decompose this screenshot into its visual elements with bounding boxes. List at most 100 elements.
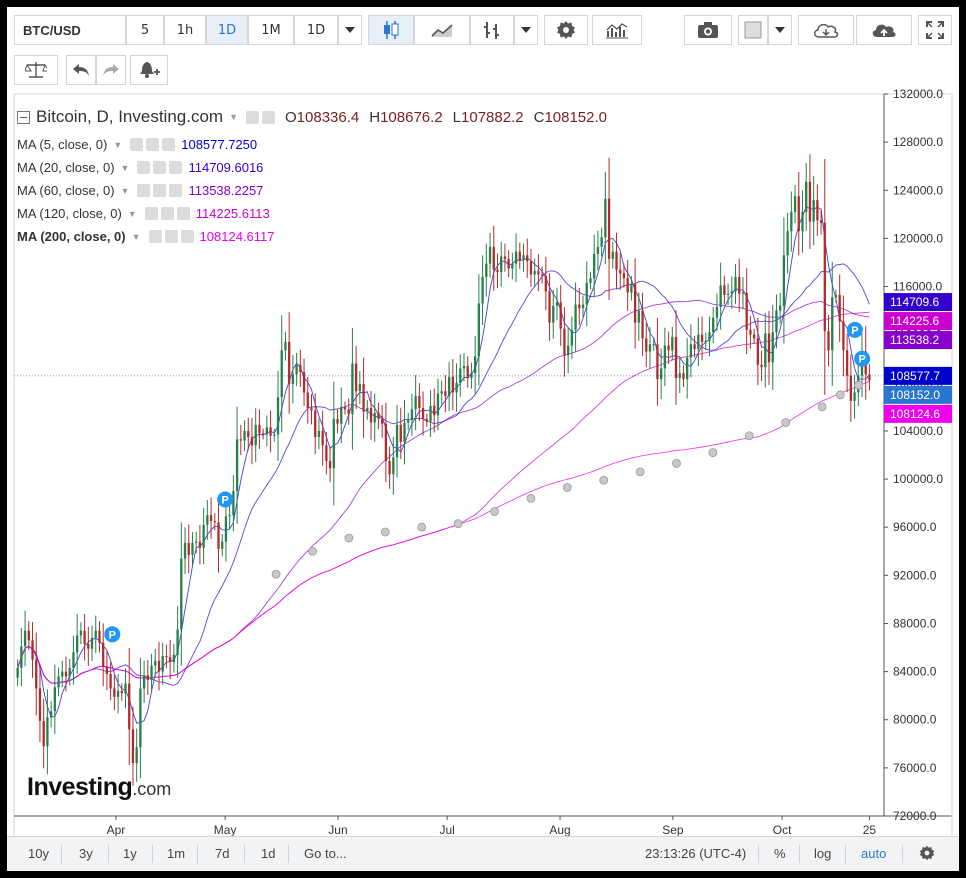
gear-icon[interactable]	[262, 110, 275, 124]
bars-style-button[interactable]	[470, 15, 514, 45]
interval-1h-button[interactable]: 1h	[164, 15, 206, 45]
logo-suffix: .com	[132, 779, 172, 799]
fullscreen-button[interactable]	[918, 15, 952, 45]
candle	[232, 474, 235, 532]
chevron-down-icon[interactable]: ▼	[120, 185, 130, 196]
goto-date-button[interactable]: Go to...	[304, 846, 347, 861]
event-marker[interactable]: P	[846, 321, 863, 338]
candle	[540, 266, 544, 284]
candle	[150, 653, 153, 692]
compare-button[interactable]	[14, 55, 58, 85]
gear-icon[interactable]	[153, 184, 167, 197]
gear-icon[interactable]	[146, 138, 160, 151]
eye-icon[interactable]	[137, 184, 151, 197]
close-icon[interactable]	[176, 207, 190, 220]
load-chart-button[interactable]	[798, 15, 854, 45]
close-icon[interactable]	[180, 230, 194, 243]
snapshot-button[interactable]	[684, 15, 732, 45]
gear-icon[interactable]	[153, 161, 167, 174]
close-icon[interactable]	[162, 138, 176, 151]
candle	[633, 258, 637, 349]
logo-brand: Investing	[27, 773, 133, 801]
candle	[180, 522, 183, 666]
chevron-down-icon[interactable]: ▼	[113, 139, 123, 150]
candle	[790, 191, 793, 252]
eye-icon[interactable]	[246, 110, 259, 124]
eye-icon[interactable]	[148, 230, 162, 243]
gear-icon[interactable]	[160, 207, 174, 220]
eye-icon[interactable]	[137, 161, 151, 174]
y-axis[interactable]: 72000.0 76000.0 80000.0 84000.0 88000.0 92000…	[884, 87, 943, 823]
gear-icon[interactable]	[164, 230, 178, 243]
percent-scale-button[interactable]: %	[774, 846, 786, 861]
candle	[433, 388, 436, 433]
range-1m-button[interactable]: 1m	[167, 846, 186, 861]
range-1y-button[interactable]: 1y	[123, 846, 137, 861]
undo-button[interactable]	[66, 55, 96, 85]
ohlc-high-label: H	[369, 108, 381, 126]
price-label-text: 114709.6	[890, 295, 939, 309]
range-3y-button[interactable]: 3y	[79, 846, 93, 861]
candles-style-button[interactable]	[368, 15, 414, 45]
eye-icon[interactable]	[144, 207, 158, 220]
event-marker[interactable]: P	[104, 626, 121, 643]
close-icon[interactable]	[169, 184, 183, 197]
x-tick-label: Sep	[662, 823, 684, 836]
redo-button[interactable]	[96, 55, 126, 85]
x-tick-label: Apr	[107, 823, 126, 836]
auto-scale-button[interactable]: auto	[861, 846, 887, 861]
ma-legend-row: MA (200, close, 0) ▼ 108124.6117	[17, 229, 275, 244]
candle	[269, 410, 272, 453]
x-tick-label: Jun	[328, 823, 347, 836]
event-marker[interactable]: P	[854, 350, 871, 367]
candle	[838, 274, 841, 342]
indicators-button[interactable]	[592, 15, 642, 45]
price-chart[interactable]: 72000.0 76000.0 80000.0 84000.0 88000.0 92000…	[7, 7, 959, 836]
candle	[801, 190, 804, 253]
settings-button[interactable]	[544, 15, 588, 45]
range-10y-button[interactable]: 10y	[28, 846, 49, 861]
x-axis[interactable]: Apr May Jun Jul Aug Sep Oct 25	[107, 816, 877, 836]
interval-custom-button[interactable]: 1D	[294, 15, 338, 45]
gear-icon[interactable]	[919, 845, 935, 864]
indicator-dot	[453, 519, 463, 528]
candle	[395, 405, 399, 478]
color-picker-button[interactable]	[738, 15, 768, 45]
price-label-text: 113538.2	[890, 333, 939, 347]
candle	[425, 413, 428, 427]
interval-dropdown-button[interactable]	[338, 15, 362, 45]
candle	[250, 418, 254, 465]
indicators-icon	[606, 23, 628, 39]
color-dropdown-button[interactable]	[768, 15, 792, 45]
chevron-down-icon[interactable]: ▼	[229, 112, 238, 122]
interval-5-button[interactable]: 5	[126, 15, 164, 45]
log-scale-button[interactable]: log	[814, 846, 832, 861]
eye-icon[interactable]	[130, 138, 144, 151]
event-marker[interactable]: P	[217, 491, 234, 508]
indicator-dot	[380, 527, 390, 537]
interval-1d-button[interactable]: 1D	[206, 15, 248, 45]
main-legend: Bitcoin, D, Investing.com ▼ O 108336.4 H…	[17, 107, 607, 127]
interval-1m-button[interactable]: 1M	[248, 15, 294, 45]
candle	[559, 284, 562, 346]
add-alert-button[interactable]	[130, 55, 168, 85]
candle	[845, 333, 849, 393]
close-icon[interactable]	[169, 161, 183, 174]
save-chart-button[interactable]	[856, 15, 912, 45]
collapse-legend-icon[interactable]	[17, 110, 30, 124]
style-dropdown-button[interactable]	[514, 15, 538, 45]
candle	[786, 212, 789, 274]
candle	[142, 660, 146, 703]
chevron-down-icon[interactable]: ▼	[127, 208, 137, 219]
area-style-button[interactable]	[414, 15, 470, 45]
range-7d-button[interactable]: 7d	[215, 846, 230, 861]
range-1d-button[interactable]: 1d	[261, 846, 276, 861]
candle	[418, 383, 421, 421]
chevron-down-icon[interactable]: ▼	[120, 162, 130, 173]
symbol-selector[interactable]: BTC/USD	[14, 15, 126, 45]
chevron-down-icon[interactable]: ▼	[131, 231, 141, 242]
candle	[689, 324, 693, 378]
candle	[165, 644, 168, 669]
event-markers[interactable]: P P P P	[104, 321, 871, 643]
candle	[139, 657, 142, 779]
